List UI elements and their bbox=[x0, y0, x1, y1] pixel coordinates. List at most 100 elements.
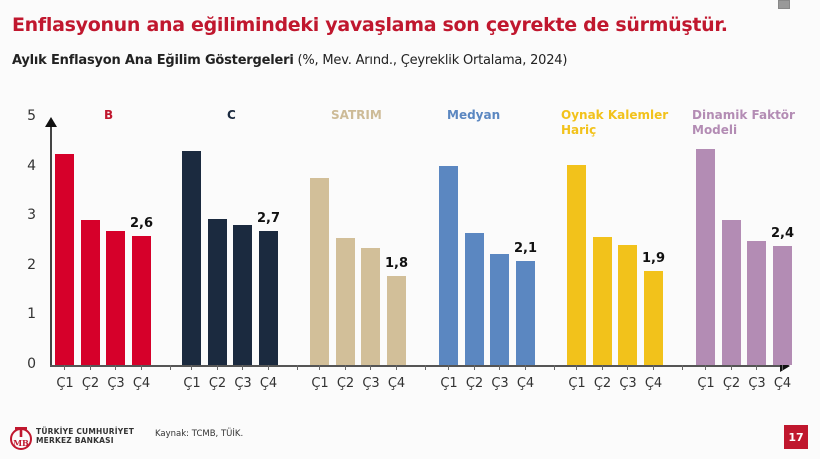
x-tick-label: Ç2 bbox=[81, 376, 100, 391]
series-label: Oynak Kalemler Hariç bbox=[561, 108, 668, 138]
data-label: 2,7 bbox=[256, 211, 281, 227]
data-label: 1,9 bbox=[641, 250, 666, 266]
x-tick-label: Ç4 bbox=[773, 376, 792, 391]
x-axis-arrow-icon bbox=[780, 360, 790, 372]
x-tick-mark bbox=[297, 365, 298, 370]
x-tick-label: Ç1 bbox=[568, 376, 586, 391]
x-tick-label: Ç1 bbox=[440, 376, 458, 391]
x-tick-label: Ç3 bbox=[107, 376, 125, 391]
x-tick-mark bbox=[395, 365, 397, 370]
x-tick-mark bbox=[652, 365, 654, 370]
x-tick-label: Ç1 bbox=[183, 376, 201, 391]
data-label: 2,1 bbox=[513, 240, 538, 256]
series-label-line: SATRIM bbox=[331, 108, 382, 122]
x-tick-label: Ç1 bbox=[56, 376, 74, 391]
x-tick-mark bbox=[89, 365, 91, 370]
y-tick-label: 1 bbox=[27, 306, 36, 323]
bar-satrim-q1 bbox=[310, 178, 329, 365]
x-tick-label: Ç2 bbox=[593, 376, 612, 391]
y-axis-arrow-icon bbox=[45, 117, 57, 127]
x-tick-label: Ç4 bbox=[132, 376, 151, 391]
logo-line-1: TÜRKİYE CUMHURİYET bbox=[36, 427, 135, 436]
series-label: C bbox=[227, 108, 236, 123]
y-tick-label: 5 bbox=[27, 108, 36, 124]
x-tick-label: Ç4 bbox=[259, 376, 278, 391]
bar-oynak-kalemler-hari--q3 bbox=[618, 244, 637, 365]
x-tick-label: Ç2 bbox=[208, 376, 227, 391]
bar-dinamik-fakt-r-modeli-q2 bbox=[721, 220, 741, 365]
x-tick-label: Ç3 bbox=[491, 376, 509, 391]
bar-dinamik-fakt-r-modeli-q4 bbox=[772, 245, 792, 365]
x-tick-mark bbox=[140, 365, 142, 370]
x-tick-mark bbox=[682, 365, 683, 370]
bar-dinamik-fakt-r-modeli-q3 bbox=[747, 241, 766, 365]
bar-oynak-kalemler-hari--q4 bbox=[643, 270, 663, 365]
x-tick-mark bbox=[627, 365, 628, 370]
x-tick-label: Ç3 bbox=[234, 376, 252, 391]
x-tick-label: Ç1 bbox=[697, 376, 715, 391]
x-tick-mark bbox=[191, 365, 192, 370]
bar-b-q3 bbox=[106, 231, 125, 365]
bar-medyan-q3 bbox=[490, 253, 509, 365]
source-note: Kaynak: TCMB, TÜİK. bbox=[155, 429, 244, 439]
chart-subtitle-rest: (%, Mev. Arınd., Çeyreklik Ortalama, 202… bbox=[293, 53, 568, 68]
x-tick-mark bbox=[170, 365, 171, 370]
bar-medyan-q2 bbox=[464, 233, 484, 365]
bar-oynak-kalemler-hari--q1 bbox=[567, 165, 586, 365]
series-label: Medyan bbox=[447, 108, 500, 123]
x-tick-mark bbox=[499, 365, 500, 370]
svg-text:MB: MB bbox=[13, 438, 29, 448]
x-tick-mark bbox=[319, 365, 320, 370]
series-label: B bbox=[104, 108, 113, 123]
series-label-line: Modeli bbox=[692, 123, 738, 137]
bar-satrim-q2 bbox=[335, 238, 355, 365]
x-tick-label: Ç4 bbox=[644, 376, 663, 391]
bar-satrim-q3 bbox=[361, 247, 380, 365]
x-tick-mark bbox=[267, 365, 269, 370]
x-tick-label: Ç2 bbox=[336, 376, 355, 391]
logo-text: TÜRKİYE CUMHURİYET MERKEZ BANKASI bbox=[36, 427, 134, 445]
y-tick-label: 0 bbox=[27, 356, 36, 372]
data-label: 2,6 bbox=[129, 216, 154, 232]
series-label-line: Hariç bbox=[561, 123, 597, 137]
bar-oynak-kalemler-hari--q2 bbox=[592, 237, 612, 365]
bar-c-q3 bbox=[233, 225, 252, 365]
slide-title: Enflasyonun ana eğilimindeki yavaşlama s… bbox=[12, 14, 728, 36]
x-tick-mark bbox=[756, 365, 757, 370]
bar-satrim-q4 bbox=[386, 275, 406, 365]
x-tick-mark bbox=[781, 365, 783, 370]
bar-c-q2 bbox=[207, 219, 227, 365]
x-tick-mark bbox=[705, 365, 706, 370]
y-tick-label: 3 bbox=[27, 207, 36, 224]
series-label-line: Oynak Kalemler bbox=[561, 108, 669, 122]
bar-dinamik-fakt-r-modeli-q1 bbox=[696, 149, 715, 365]
tcmb-logo-icon: MB bbox=[10, 427, 32, 450]
x-tick-mark bbox=[216, 365, 218, 370]
bar-b-q1 bbox=[55, 154, 74, 365]
data-label: 2,4 bbox=[770, 225, 795, 241]
x-tick-label: Ç4 bbox=[516, 376, 535, 391]
x-tick-mark bbox=[448, 365, 449, 370]
series-label-line: B bbox=[104, 108, 114, 122]
bar-c-q1 bbox=[182, 151, 201, 365]
y-tick-label: 4 bbox=[27, 157, 36, 174]
series-label-line: Medyan bbox=[447, 108, 501, 122]
x-tick-label: Ç1 bbox=[311, 376, 329, 391]
bar-medyan-q4 bbox=[515, 260, 535, 365]
x-tick-mark bbox=[64, 365, 65, 370]
x-tick-label: Ç3 bbox=[748, 376, 766, 391]
x-tick-label: Ç4 bbox=[387, 376, 406, 391]
grid-menu-icon[interactable] bbox=[778, 0, 790, 9]
x-tick-mark bbox=[524, 365, 526, 370]
bar-medyan-q1 bbox=[439, 166, 458, 365]
page-number-badge: 17 bbox=[784, 425, 808, 449]
x-tick-mark bbox=[242, 365, 243, 370]
x-tick-mark bbox=[730, 365, 732, 370]
x-tick-label: Ç3 bbox=[362, 376, 380, 391]
series-label: SATRIM bbox=[331, 108, 382, 123]
bar-c-q4 bbox=[258, 231, 278, 365]
x-axis bbox=[50, 365, 782, 367]
x-tick-label: Ç2 bbox=[722, 376, 741, 391]
x-tick-mark bbox=[554, 365, 555, 370]
x-tick-mark bbox=[425, 365, 426, 370]
